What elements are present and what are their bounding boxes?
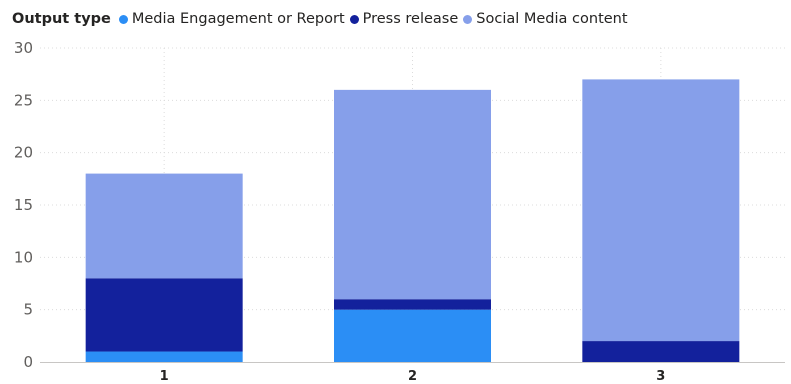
y-axis-ticks: 0 5 10 15 20 25 30	[14, 39, 33, 371]
legend-swatch-social-media	[463, 14, 473, 24]
legend-item-social-media[interactable]: Social Media content	[463, 11, 628, 27]
x-category-label-3: 3	[656, 369, 665, 384]
y-tick-label-30: 30	[14, 39, 33, 57]
bar-segment-cat3-series2[interactable]	[582, 79, 740, 342]
y-tick-label-10: 10	[14, 248, 33, 266]
y-tick-label-15: 15	[14, 196, 33, 214]
bar-segment-cat1-series1[interactable]	[85, 278, 243, 352]
bar-segment-cat2-series2[interactable]	[334, 89, 491, 300]
chart-legend: Output type Media Engagement or Report P…	[12, 9, 633, 29]
y-tick-label-0: 0	[23, 353, 33, 371]
legend-item-press-release[interactable]: Press release	[349, 11, 459, 27]
bar-segment-cat3-series1[interactable]	[582, 341, 740, 362]
bar-segment-cat1-series2[interactable]	[85, 173, 243, 279]
legend-label-social-media: Social Media content	[476, 11, 628, 27]
x-category-label-2: 2	[408, 369, 417, 384]
legend-swatch-media-engagement	[118, 14, 128, 24]
bars	[40, 79, 785, 363]
x-axis-categories: 1 2 3	[160, 369, 666, 384]
bar-segment-cat2-series1[interactable]	[334, 299, 491, 310]
legend-title: Output type	[12, 11, 111, 27]
bar-segment-cat2-series0[interactable]	[334, 309, 491, 362]
bar-segment-cat1-series0[interactable]	[85, 351, 243, 362]
legend-swatch-press-release	[349, 14, 359, 24]
legend-label-press-release: Press release	[362, 11, 459, 27]
y-tick-label-25: 25	[14, 91, 33, 109]
y-tick-label-5: 5	[23, 301, 33, 319]
legend-item-media-engagement[interactable]: Media Engagement or Report	[118, 11, 345, 27]
y-tick-label-20: 20	[14, 144, 33, 162]
x-category-label-1: 1	[160, 369, 169, 384]
legend-label-media-engagement: Media Engagement or Report	[131, 11, 345, 27]
